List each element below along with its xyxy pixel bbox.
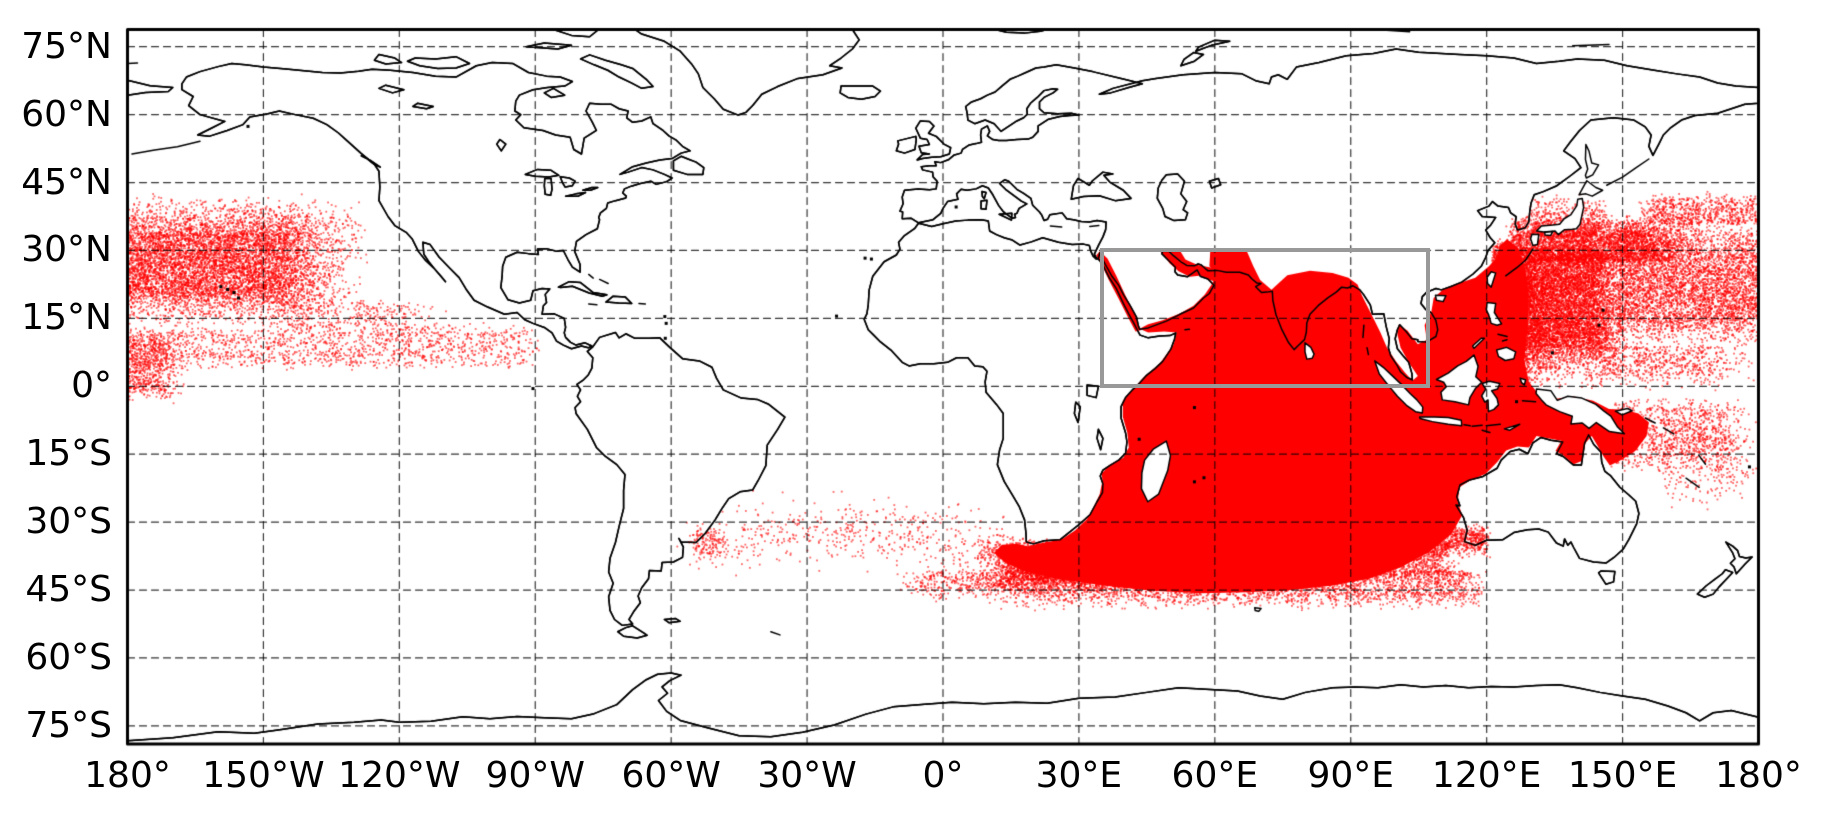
x-tick-label: 30°W <box>757 755 857 796</box>
y-tick-label: 15°N <box>21 297 112 339</box>
y-tick-label: 45°S <box>25 569 112 611</box>
x-tick-label: 150°W <box>202 755 325 796</box>
x-tick-label: 180° <box>84 755 171 796</box>
x-tick-label: 120°W <box>338 755 461 796</box>
x-tick-label: 30°E <box>1035 755 1123 796</box>
x-tick-label: 180° <box>1715 755 1802 796</box>
x-tick-label: 60°E <box>1171 755 1259 796</box>
y-tick-label: 60°S <box>25 636 112 678</box>
x-tick-label: 90°W <box>485 755 585 796</box>
x-tick-label: 0° <box>922 755 964 796</box>
x-tick-label: 90°E <box>1307 755 1395 796</box>
y-tick-label: 30°S <box>25 501 112 543</box>
y-tick-label: 75°S <box>25 704 112 746</box>
y-tick-label: 30°N <box>21 229 112 271</box>
study-region-box <box>1099 248 1430 389</box>
y-tick-label: 75°N <box>21 25 112 67</box>
y-tick-label: 45°N <box>21 161 112 203</box>
y-tick-label: 60°N <box>21 93 112 135</box>
y-tick-label: 15°S <box>25 433 112 475</box>
y-tick-label: 0° <box>71 365 112 407</box>
x-tick-label: 60°W <box>621 755 721 796</box>
x-tick-label: 120°E <box>1431 755 1542 796</box>
x-tick-label: 150°E <box>1567 755 1678 796</box>
